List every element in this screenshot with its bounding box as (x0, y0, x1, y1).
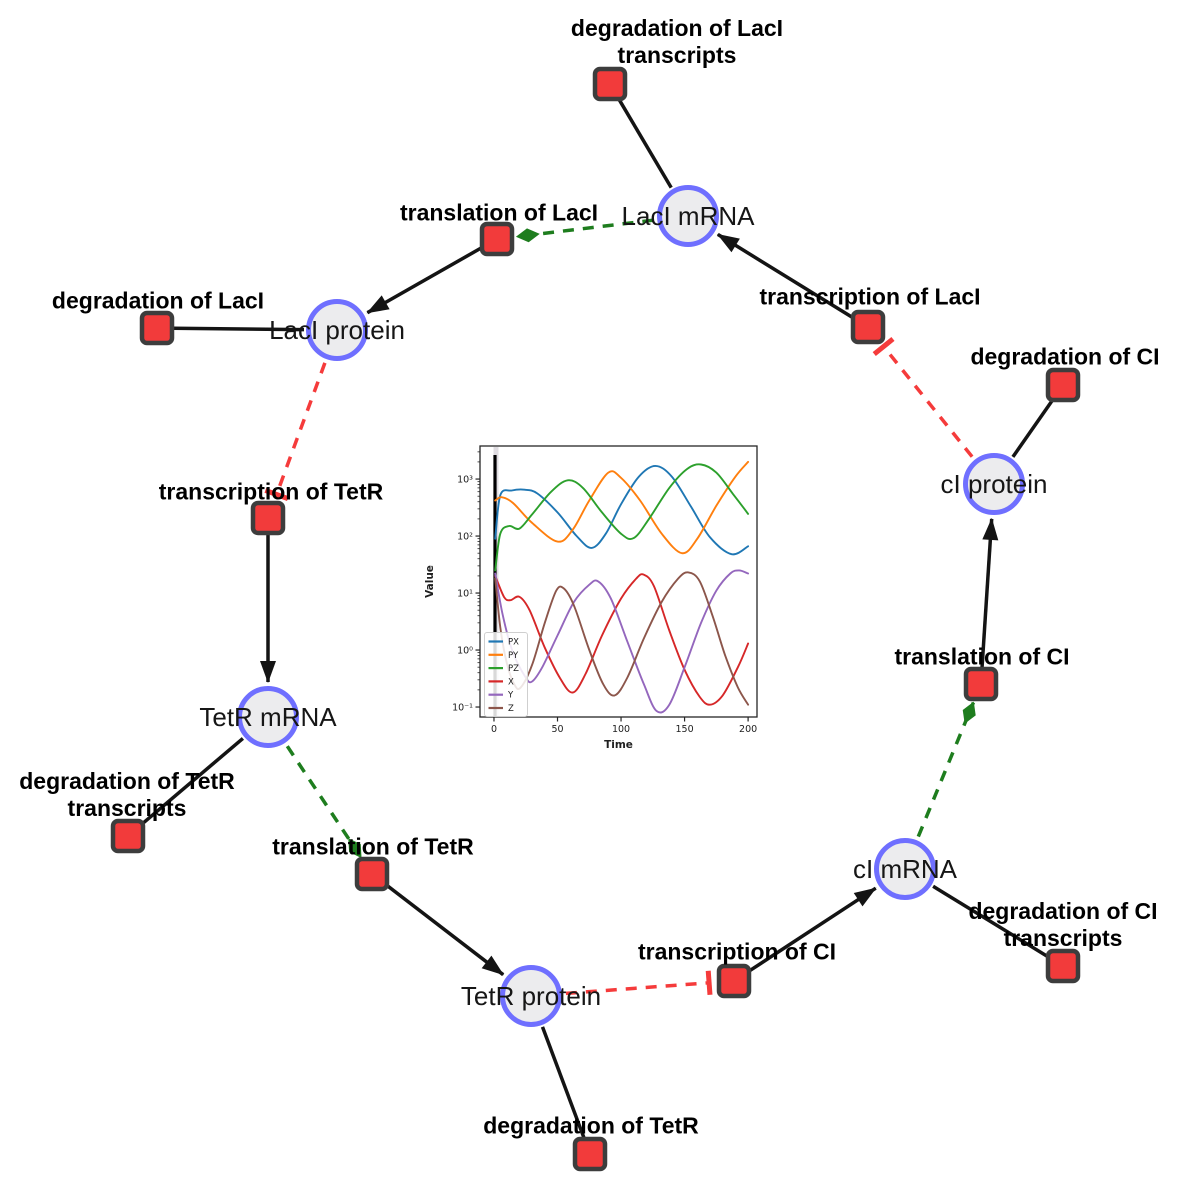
series-PX (494, 464, 750, 556)
edge-tetr_protein-deg_tetr (540, 1026, 587, 1140)
edge-transl_laci-laci_protein (366, 245, 484, 315)
edge-ci_protein-deg_ci (1011, 397, 1056, 458)
legend-entry-X: X (508, 677, 514, 687)
edge-laci_mrna-deg_laci_tx (616, 96, 673, 189)
x-tick-0: 0 (491, 724, 497, 735)
y-tick-2: 10¹ (457, 589, 473, 600)
y-tick-3: 10² (457, 532, 473, 543)
y-tick-1: 10⁰ (457, 646, 473, 657)
x-axis-label: Time (604, 739, 633, 751)
reaction-node-transl_tetr[interactable] (354, 856, 390, 892)
legend-entry-PZ: PZ (508, 664, 519, 674)
series-X (494, 573, 750, 706)
species-node-laci_mrna[interactable] (657, 185, 719, 247)
species-node-tetr_protein[interactable] (500, 965, 562, 1027)
reaction-node-deg_tetr_tx[interactable] (110, 818, 146, 854)
legend-entry-Z: Z (508, 704, 514, 714)
edge-transl_tetr-tetr_protein (383, 882, 505, 977)
series-Y (494, 569, 750, 714)
species-node-ci_mrna[interactable] (874, 838, 936, 900)
reaction-node-deg_laci_tx[interactable] (592, 66, 628, 102)
reaction-node-txn_laci[interactable] (850, 309, 886, 345)
y-tick-0: 10⁻¹ (452, 703, 473, 714)
edge-ci_protein-txn_laci (872, 337, 974, 458)
x-tick-150: 150 (676, 724, 694, 735)
series-PY (494, 460, 750, 555)
edge-tetr_mrna-deg_tetr_tx (139, 737, 245, 827)
legend-entry-Y: Y (507, 691, 514, 701)
edge-laci_protein-txn_tetr (264, 362, 327, 501)
species-node-ci_protein[interactable] (963, 453, 1025, 515)
edge-txn_laci-laci_mrna (716, 232, 856, 321)
y-tick-4: 10³ (457, 475, 473, 486)
x-tick-50: 50 (551, 724, 563, 735)
edge-ci_mrna-deg_ci_tx (932, 884, 1051, 960)
edge-transl_ci-ci_protein (980, 517, 999, 669)
reaction-node-txn_ci[interactable] (716, 963, 752, 999)
edge-laci_mrna-transl_laci (515, 218, 654, 243)
x-tick-200: 200 (739, 724, 757, 735)
edge-tetr_mrna-transl_tetr (285, 745, 363, 859)
series-PZ (494, 463, 750, 572)
species-node-tetr_mrna[interactable] (237, 686, 299, 748)
reaction-node-deg_laci[interactable] (139, 310, 175, 346)
reaction-node-transl_ci[interactable] (963, 666, 999, 702)
y-axis-label: Value (424, 565, 436, 598)
edge-laci_protein-deg_laci (172, 326, 305, 332)
edge-ci_mrna-transl_ci (916, 701, 976, 838)
reaction-node-transl_laci[interactable] (479, 221, 515, 257)
legend-entry-PY: PY (508, 651, 519, 661)
series-Z (494, 571, 750, 706)
reaction-node-deg_tetr[interactable] (572, 1136, 608, 1172)
reaction-node-deg_ci[interactable] (1045, 367, 1081, 403)
chart-legend: PX PY PZ XYZ (484, 632, 528, 717)
edge-txn_ci-ci_mrna (746, 886, 877, 974)
reaction-node-txn_tetr[interactable] (250, 500, 286, 536)
x-tick-100: 100 (612, 724, 630, 735)
species-node-laci_protein[interactable] (306, 299, 368, 361)
legend-entry-PX: PX (508, 638, 519, 648)
simulation-inset-chart: 0 50 100 150 20010⁻¹10⁰10¹10²10³TimeValuePXP… (424, 445, 758, 751)
edge-tetr_protein-txn_ci (565, 970, 713, 996)
reaction-node-deg_ci_tx[interactable] (1045, 948, 1081, 984)
